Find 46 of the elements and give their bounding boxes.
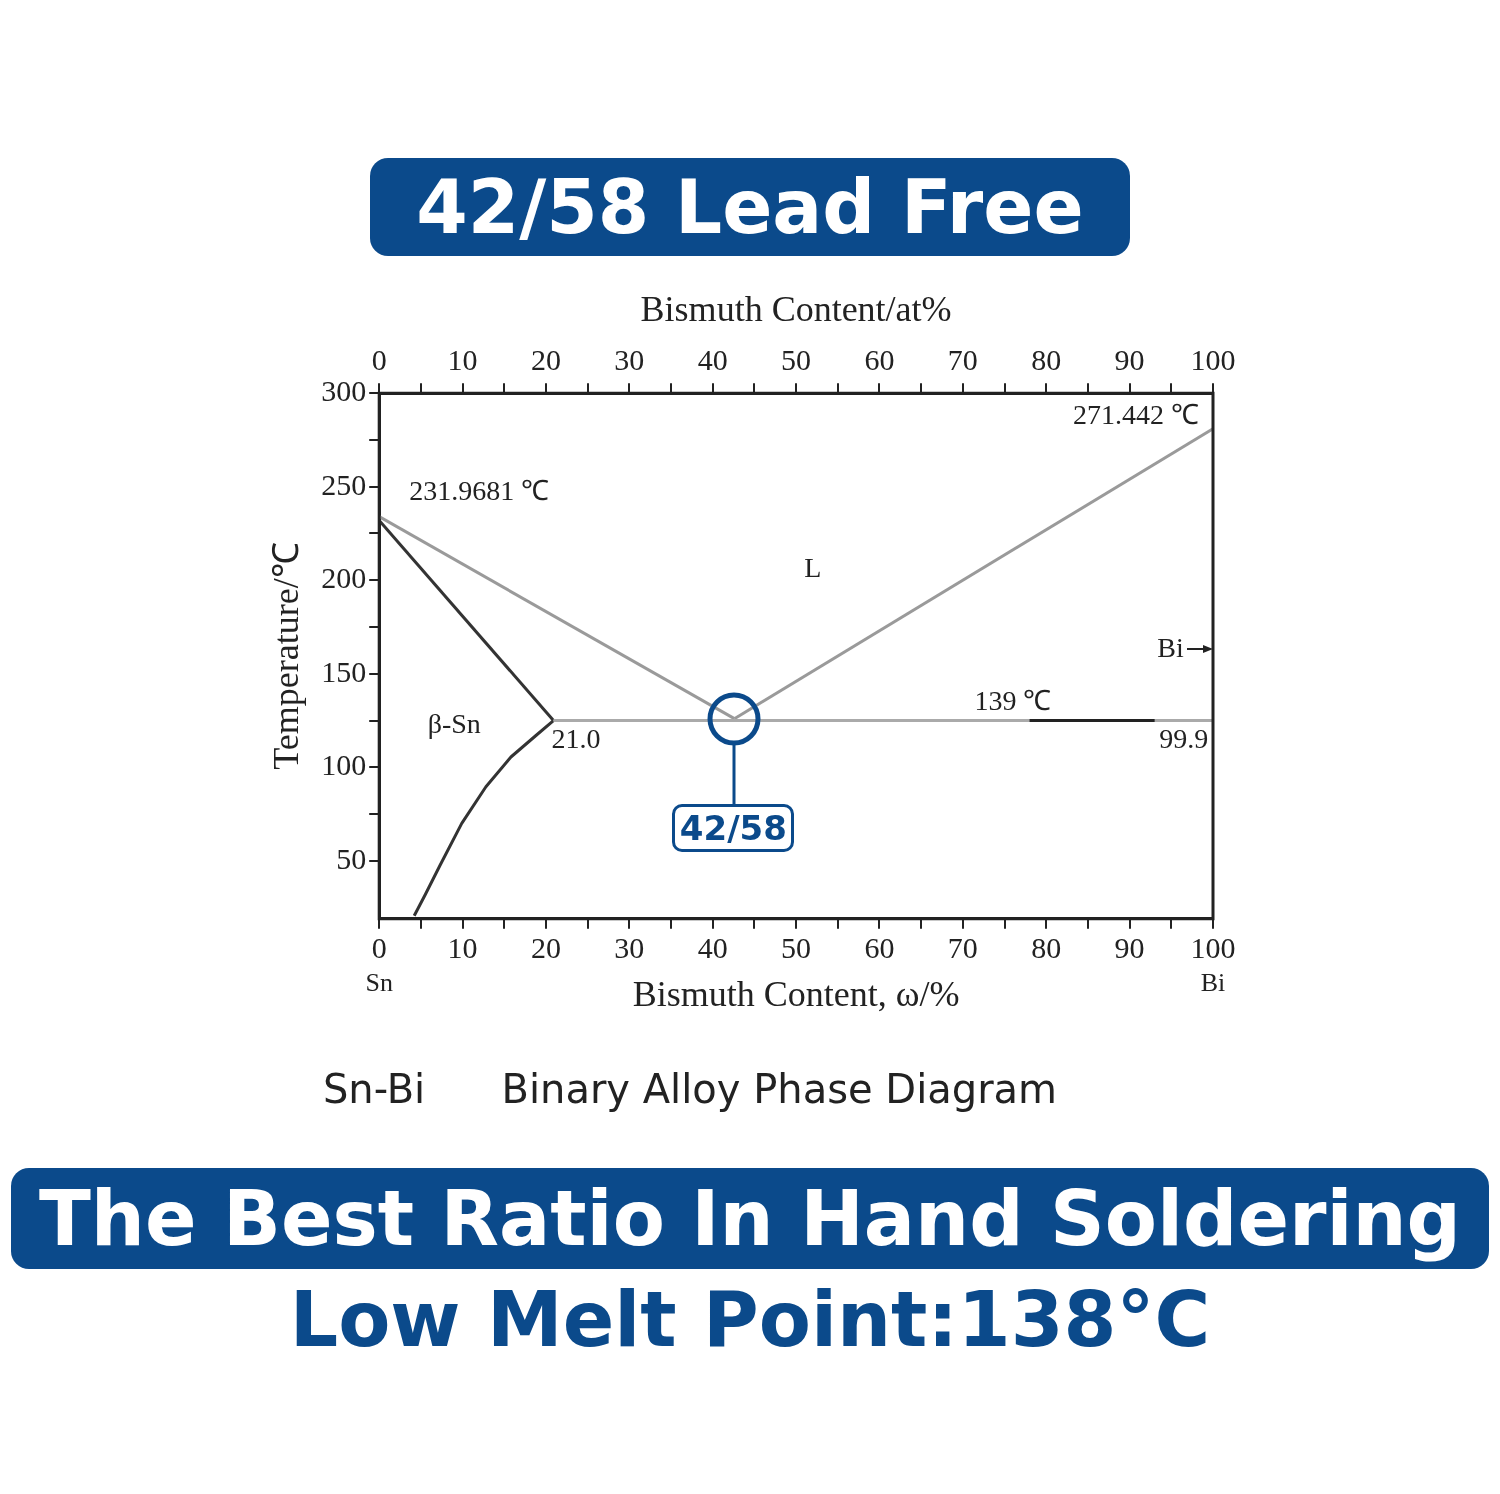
x2-tick-label: 50 — [781, 343, 812, 377]
x2-tick-label: 90 — [1114, 343, 1145, 377]
y-tick-label: 150 — [321, 654, 367, 688]
text: Low Melt Point:138°C — [288, 1275, 1212, 1364]
y-tick-label: 50 — [336, 841, 367, 875]
x2-tick-label: 70 — [947, 343, 978, 377]
x-axis-title: Bismuth Content, ω/% — [632, 973, 960, 1014]
x2-axis-title: Bismuth Content/at% — [640, 289, 952, 330]
x2-tick-label: 40 — [697, 343, 728, 377]
x2-tick-label: 20 — [530, 343, 561, 377]
annotation: 139 ℃ — [974, 684, 1052, 716]
x-tick-label: 50 — [781, 930, 812, 964]
x2-tick-label: 60 — [864, 343, 895, 377]
x-tick-label: 100 — [1190, 930, 1236, 964]
x2-tick-label: 0 — [371, 343, 387, 377]
x2-tick-label: 100 — [1190, 343, 1236, 377]
x-tick-label: 0 — [371, 930, 387, 964]
y-tick-label: 200 — [321, 561, 367, 595]
y-tick-label: 100 — [321, 748, 367, 782]
x-tick-label: 10 — [447, 930, 478, 964]
y-tick-label: 300 — [321, 374, 367, 408]
annotation: 99.9 — [1159, 722, 1209, 754]
text: Sn — [365, 967, 393, 997]
y-axis-title: Temperature/℃ — [266, 542, 307, 770]
chart-title: 42/58 Lead Free — [370, 158, 1130, 256]
x-tick-label: 20 — [530, 930, 561, 964]
annotation: 42/58 — [672, 803, 795, 852]
text: Sn-Bi Binary Alloy Phase Diagram — [321, 1066, 1059, 1112]
x-tick-label: 40 — [697, 930, 728, 964]
annotation: Bi — [1157, 632, 1185, 664]
annotation: L — [804, 551, 822, 583]
x-tick-label: 90 — [1114, 930, 1145, 964]
x2-tick-label: 30 — [614, 343, 645, 377]
x-tick-label: 80 — [1031, 930, 1062, 964]
x-tick-label: 30 — [614, 930, 645, 964]
x2-tick-label: 10 — [447, 343, 478, 377]
x2-tick-label: 80 — [1031, 343, 1062, 377]
text: Bi — [1200, 967, 1226, 997]
annotation: 271.442 ℃ — [1073, 399, 1199, 431]
text: The Best Ratio In Hand Soldering — [11, 1168, 1489, 1269]
y-tick-label: 250 — [321, 467, 367, 501]
annotation: β-Sn — [427, 708, 481, 740]
x-tick-label: 70 — [947, 930, 978, 964]
annotation: 231.9681 ℃ — [409, 475, 550, 507]
annotation: 21.0 — [551, 722, 601, 754]
x-tick-label: 60 — [864, 930, 895, 964]
